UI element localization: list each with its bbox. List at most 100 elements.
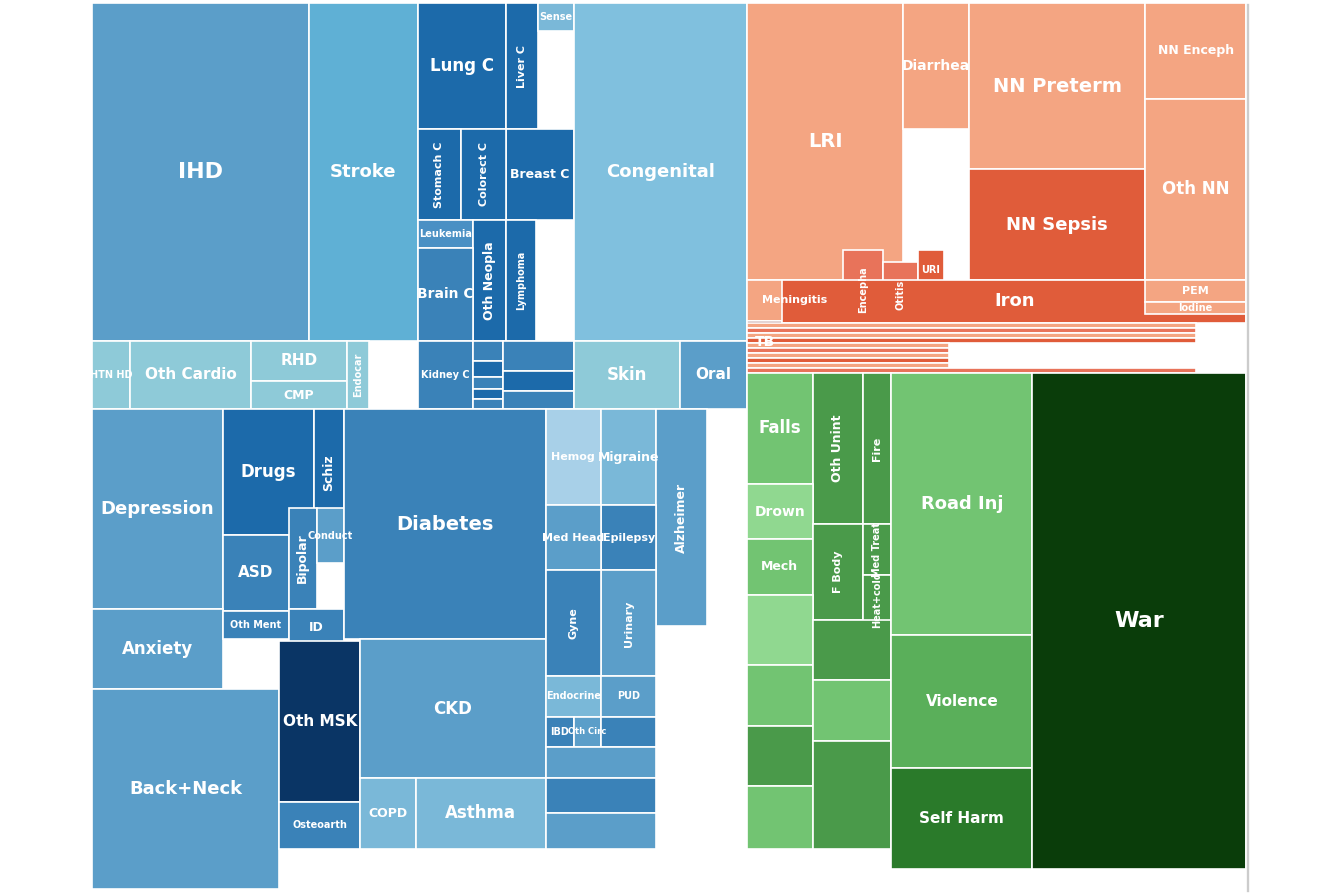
FancyBboxPatch shape bbox=[360, 639, 545, 778]
FancyBboxPatch shape bbox=[919, 250, 944, 290]
FancyBboxPatch shape bbox=[747, 539, 813, 595]
FancyBboxPatch shape bbox=[813, 680, 892, 741]
FancyBboxPatch shape bbox=[747, 322, 1195, 328]
Text: Sense: Sense bbox=[540, 13, 572, 22]
Text: ID: ID bbox=[309, 622, 324, 634]
Text: TB: TB bbox=[754, 335, 775, 348]
Text: Gyne: Gyne bbox=[568, 607, 579, 639]
FancyBboxPatch shape bbox=[747, 353, 949, 358]
Text: Skin: Skin bbox=[607, 366, 647, 384]
Text: Drown: Drown bbox=[754, 505, 805, 519]
FancyBboxPatch shape bbox=[747, 665, 813, 726]
FancyBboxPatch shape bbox=[884, 262, 919, 328]
FancyBboxPatch shape bbox=[309, 3, 417, 340]
Text: NN Sepsis: NN Sepsis bbox=[1007, 216, 1108, 234]
FancyBboxPatch shape bbox=[545, 814, 656, 848]
Text: Oth Circ: Oth Circ bbox=[568, 727, 607, 736]
FancyBboxPatch shape bbox=[747, 595, 813, 665]
FancyBboxPatch shape bbox=[747, 786, 813, 848]
FancyBboxPatch shape bbox=[600, 676, 656, 716]
Text: Road Inj: Road Inj bbox=[921, 495, 1003, 513]
Text: Lung C: Lung C bbox=[431, 57, 493, 75]
FancyBboxPatch shape bbox=[747, 321, 782, 363]
FancyBboxPatch shape bbox=[679, 340, 747, 409]
FancyBboxPatch shape bbox=[574, 340, 679, 409]
FancyBboxPatch shape bbox=[503, 371, 574, 391]
Text: LRI: LRI bbox=[808, 132, 842, 151]
FancyBboxPatch shape bbox=[92, 409, 223, 609]
Text: Stroke: Stroke bbox=[330, 163, 396, 181]
Text: Diabetes: Diabetes bbox=[396, 514, 493, 534]
Text: Depression: Depression bbox=[100, 500, 214, 518]
Text: Endocrine: Endocrine bbox=[545, 691, 600, 702]
Text: Schiz: Schiz bbox=[322, 454, 336, 490]
Text: Iron: Iron bbox=[993, 292, 1035, 311]
Text: Med Treat: Med Treat bbox=[872, 522, 882, 577]
Text: URI: URI bbox=[921, 265, 940, 275]
Text: Anxiety: Anxiety bbox=[122, 640, 193, 658]
FancyBboxPatch shape bbox=[842, 250, 884, 329]
FancyBboxPatch shape bbox=[223, 535, 289, 611]
FancyBboxPatch shape bbox=[251, 381, 348, 409]
Text: IBD: IBD bbox=[551, 727, 570, 737]
FancyBboxPatch shape bbox=[417, 3, 507, 129]
Text: COPD: COPD bbox=[368, 807, 408, 820]
FancyBboxPatch shape bbox=[473, 389, 503, 399]
FancyBboxPatch shape bbox=[92, 689, 279, 889]
Text: Self Harm: Self Harm bbox=[920, 811, 1004, 826]
FancyBboxPatch shape bbox=[507, 3, 539, 129]
FancyBboxPatch shape bbox=[417, 340, 473, 409]
FancyBboxPatch shape bbox=[473, 340, 503, 361]
Text: Oth Neopla: Oth Neopla bbox=[483, 241, 496, 320]
FancyBboxPatch shape bbox=[747, 3, 904, 280]
Text: Meningitis: Meningitis bbox=[762, 296, 828, 305]
FancyBboxPatch shape bbox=[344, 409, 545, 639]
FancyBboxPatch shape bbox=[545, 505, 600, 571]
Text: Lymphoma: Lymphoma bbox=[516, 251, 527, 310]
FancyBboxPatch shape bbox=[92, 609, 223, 689]
FancyBboxPatch shape bbox=[892, 768, 1032, 869]
FancyBboxPatch shape bbox=[892, 635, 1032, 768]
Text: PEM: PEM bbox=[1182, 287, 1209, 296]
Text: NN Enceph: NN Enceph bbox=[1158, 45, 1234, 57]
FancyBboxPatch shape bbox=[348, 340, 369, 409]
FancyBboxPatch shape bbox=[747, 338, 1195, 343]
FancyBboxPatch shape bbox=[473, 377, 503, 389]
Text: Iodine: Iodine bbox=[1178, 304, 1213, 313]
FancyBboxPatch shape bbox=[747, 343, 949, 347]
FancyBboxPatch shape bbox=[747, 363, 949, 368]
FancyBboxPatch shape bbox=[600, 716, 656, 747]
Text: Mech: Mech bbox=[761, 561, 798, 573]
FancyBboxPatch shape bbox=[545, 778, 656, 814]
Text: Migraine: Migraine bbox=[598, 451, 659, 463]
FancyBboxPatch shape bbox=[473, 399, 503, 409]
Text: RHD: RHD bbox=[281, 354, 318, 368]
FancyBboxPatch shape bbox=[969, 170, 1146, 280]
FancyBboxPatch shape bbox=[574, 716, 600, 747]
FancyBboxPatch shape bbox=[747, 373, 813, 484]
FancyBboxPatch shape bbox=[545, 571, 600, 676]
FancyBboxPatch shape bbox=[503, 340, 574, 371]
FancyBboxPatch shape bbox=[279, 641, 360, 802]
FancyBboxPatch shape bbox=[656, 409, 707, 626]
FancyBboxPatch shape bbox=[1146, 3, 1246, 99]
FancyBboxPatch shape bbox=[251, 340, 348, 381]
FancyBboxPatch shape bbox=[747, 332, 1195, 338]
Text: Otitis: Otitis bbox=[896, 280, 906, 310]
Text: Heat+cold: Heat+cold bbox=[872, 572, 882, 628]
Text: Liver C: Liver C bbox=[517, 45, 527, 88]
FancyBboxPatch shape bbox=[904, 3, 969, 129]
Text: Fire: Fire bbox=[872, 437, 882, 461]
Text: IHD: IHD bbox=[178, 162, 223, 182]
FancyBboxPatch shape bbox=[813, 373, 862, 524]
Text: Back+Neck: Back+Neck bbox=[130, 780, 242, 798]
Text: Endocar: Endocar bbox=[353, 353, 364, 397]
FancyBboxPatch shape bbox=[545, 409, 600, 505]
Text: Encepha: Encepha bbox=[858, 266, 868, 313]
FancyBboxPatch shape bbox=[1146, 303, 1246, 314]
Text: Epilepsy: Epilepsy bbox=[603, 533, 655, 543]
FancyBboxPatch shape bbox=[417, 129, 461, 220]
FancyBboxPatch shape bbox=[223, 611, 289, 639]
Text: Diarrhea: Diarrhea bbox=[902, 59, 971, 73]
FancyBboxPatch shape bbox=[461, 129, 507, 220]
